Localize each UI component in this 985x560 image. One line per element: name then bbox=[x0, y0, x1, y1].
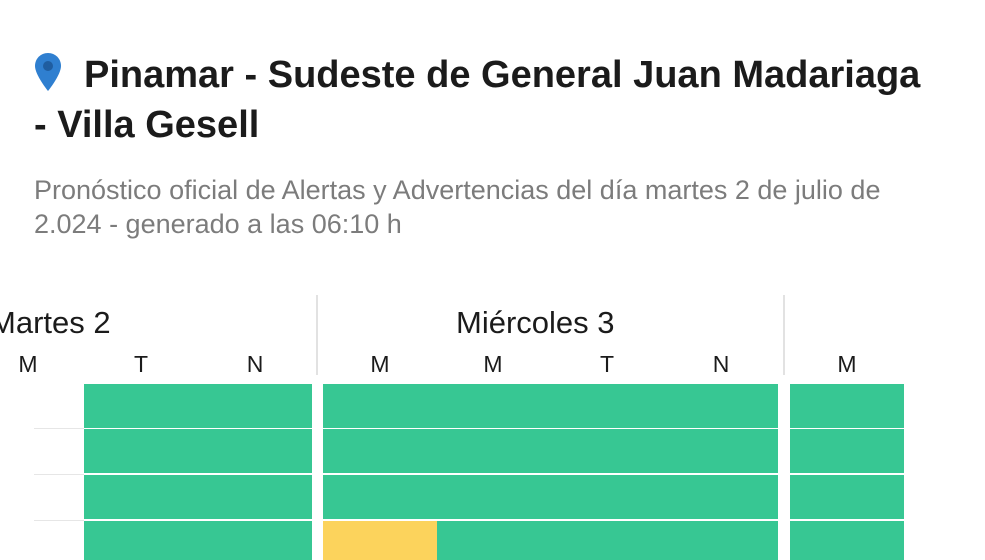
alert-status-cell bbox=[198, 384, 312, 428]
alert-status-cell bbox=[198, 521, 312, 560]
alert-status-cell bbox=[665, 384, 778, 428]
alert-status-cell bbox=[437, 429, 551, 473]
alert-status-cell bbox=[551, 475, 665, 519]
alert-status-cell bbox=[323, 384, 437, 428]
period-label: M bbox=[483, 351, 503, 377]
alert-status-cell bbox=[790, 521, 904, 560]
alert-status-cell bbox=[323, 429, 437, 473]
alert-status-cell bbox=[437, 521, 551, 560]
alert-status-cell bbox=[790, 475, 904, 519]
alert-status-cell bbox=[437, 384, 551, 428]
alert-status-cell bbox=[551, 521, 665, 560]
row-separator bbox=[34, 428, 84, 429]
alert-status-cell bbox=[665, 429, 778, 473]
day-divider bbox=[316, 295, 318, 375]
alert-status-cell bbox=[323, 521, 437, 560]
alert-status-cell bbox=[84, 384, 198, 428]
map-pin-icon bbox=[35, 53, 61, 91]
day-label-tuesday: Martes 2 bbox=[0, 305, 111, 340]
page-title: Pinamar - Sudeste de General Juan Madari… bbox=[34, 54, 921, 146]
period-label: N bbox=[712, 351, 730, 377]
forecast-subtitle: Pronóstico oficial de Alertas y Adverten… bbox=[34, 175, 881, 239]
period-label: N bbox=[246, 351, 264, 377]
period-label: M bbox=[837, 351, 857, 377]
alert-status-cell bbox=[551, 384, 665, 428]
row-separator bbox=[34, 474, 84, 475]
alert-status-cell bbox=[198, 475, 312, 519]
alert-status-cell bbox=[665, 475, 778, 519]
alert-status-cell bbox=[437, 475, 551, 519]
period-label: T bbox=[599, 351, 615, 377]
alert-status-cell bbox=[790, 384, 904, 428]
alert-status-cell bbox=[84, 521, 198, 560]
period-label: M bbox=[370, 351, 390, 377]
row-separator bbox=[34, 520, 84, 521]
alert-status-cell bbox=[84, 429, 198, 473]
day-label-wednesday: Miércoles 3 bbox=[456, 305, 615, 340]
period-label: M bbox=[18, 351, 38, 377]
alert-status-cell bbox=[551, 429, 665, 473]
alert-status-cell bbox=[665, 521, 778, 560]
period-label: T bbox=[133, 351, 149, 377]
alert-forecast-table: Martes 2 Miércoles 3 M T N M M T N M bbox=[0, 295, 985, 560]
alert-status-cell bbox=[790, 429, 904, 473]
day-divider bbox=[783, 295, 785, 375]
alert-status-cell bbox=[84, 475, 198, 519]
alert-status-cell bbox=[323, 475, 437, 519]
alert-status-cell bbox=[198, 429, 312, 473]
location-header: Pinamar - Sudeste de General Juan Madari… bbox=[34, 50, 934, 150]
